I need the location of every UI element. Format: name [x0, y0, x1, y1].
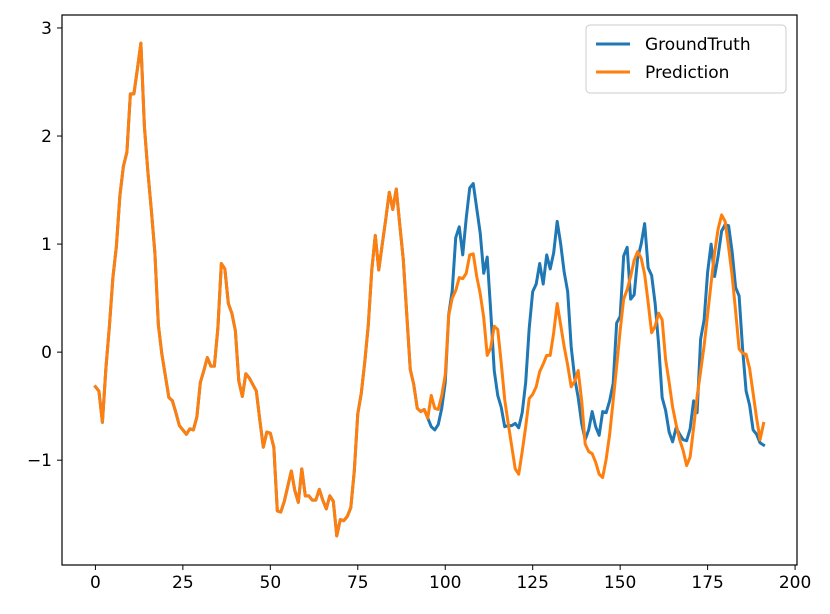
x-tick-label: 200: [779, 573, 811, 593]
y-tick-label: 1: [41, 235, 52, 255]
legend-box: [585, 24, 787, 94]
y-tick-label: 3: [41, 19, 52, 39]
x-tick-label: 150: [604, 573, 636, 593]
y-tick-label: −1: [27, 451, 52, 471]
y-tick-label: 0: [41, 343, 52, 363]
series-layer: [93, 41, 766, 538]
x-tick-label: 75: [347, 573, 369, 593]
x-tick-label: 175: [691, 573, 723, 593]
axes-frame: [61, 14, 798, 566]
x-tick-label: 50: [260, 573, 282, 593]
legend: GroundTruth Prediction: [585, 24, 787, 94]
y-axis: −1 0 1 2 3: [27, 19, 62, 471]
x-tick-label: 125: [516, 573, 548, 593]
x-tick-label: 0: [90, 573, 101, 593]
y-tick-label: 2: [41, 127, 52, 147]
x-axis: 0 25 50 75 100 125 150 175 200: [90, 565, 811, 593]
x-tick-label: 100: [429, 573, 461, 593]
x-tick-label: 25: [172, 573, 194, 593]
series-line-prediction: [93, 41, 766, 538]
legend-label-groundtruth: GroundTruth: [645, 35, 751, 55]
legend-label-prediction: Prediction: [645, 63, 729, 83]
